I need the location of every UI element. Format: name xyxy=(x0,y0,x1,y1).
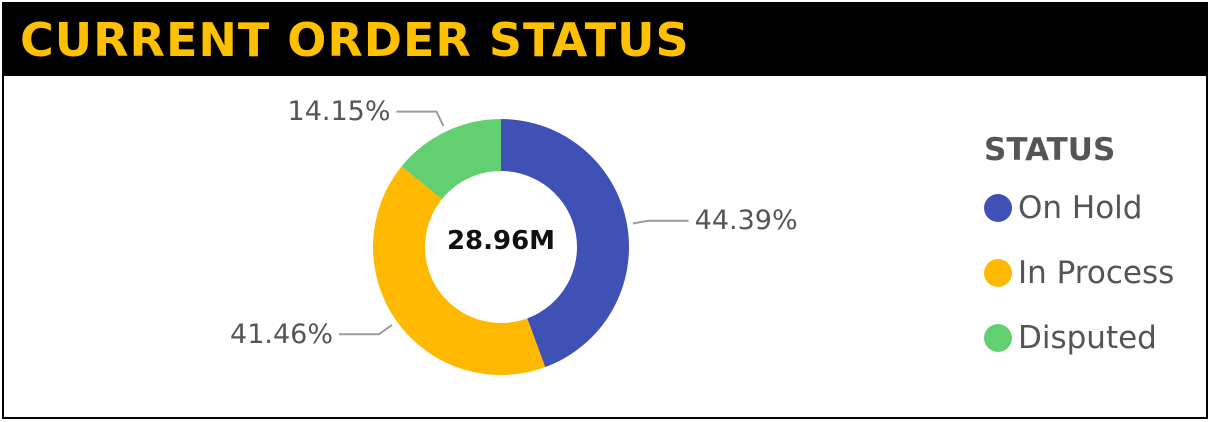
legend: STATUS On Hold In Process Disputed xyxy=(984,130,1174,385)
legend-title: STATUS xyxy=(984,132,1116,168)
legend-label-disputed: Disputed xyxy=(1018,320,1157,356)
slice-on-hold[interactable] xyxy=(501,119,629,368)
data-label-on-hold: 44.39% xyxy=(695,205,798,236)
legend-item-in-process[interactable]: In Process xyxy=(984,255,1174,291)
slice-disputed[interactable] xyxy=(401,119,501,200)
legend-label-in-process: In Process xyxy=(1018,255,1175,291)
slice-in-process[interactable] xyxy=(373,166,546,375)
legend-marker-in-process xyxy=(984,259,1012,287)
title-bar: CURRENT ORDER STATUS xyxy=(4,4,1206,76)
leader-line-in-process xyxy=(338,324,393,336)
center-total-label: 28.96M xyxy=(447,226,555,256)
chart-title: CURRENT ORDER STATUS xyxy=(20,13,690,67)
legend-marker-disputed xyxy=(984,324,1012,352)
leader-line-on-hold xyxy=(632,219,689,225)
legend-label-on-hold: On Hold xyxy=(1018,190,1143,226)
leader-line-disputed xyxy=(396,110,445,127)
data-label-disputed: 14.15% xyxy=(288,96,391,127)
legend-marker-on-hold xyxy=(984,194,1012,222)
legend-item-on-hold[interactable]: On Hold xyxy=(984,190,1174,226)
legend-item-disputed[interactable]: Disputed xyxy=(984,320,1174,356)
data-label-in-process: 41.46% xyxy=(230,319,333,350)
